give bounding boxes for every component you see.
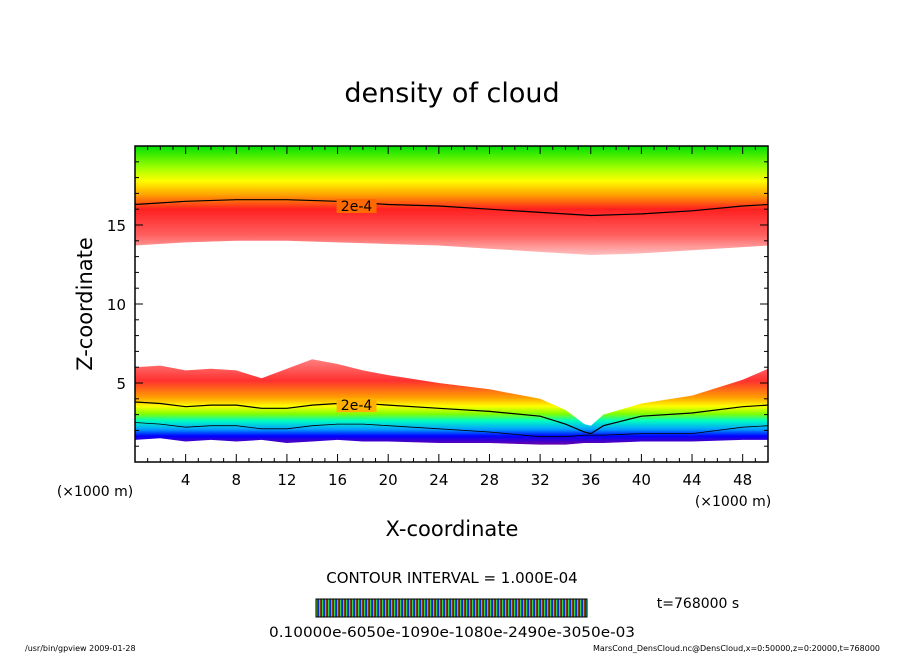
x-tick-label: 28: [480, 471, 499, 489]
upper-cloud-layer: [135, 146, 768, 255]
x-tick-label: 16: [328, 471, 347, 489]
chart-title: density of cloud: [344, 78, 559, 109]
lower-contour-line: [135, 401, 768, 435]
lower-contour-line-inner: [135, 422, 768, 438]
x-tick-label: 48: [733, 471, 752, 489]
contour-label-bg: [336, 199, 377, 214]
footer-right: MarsCond_DensCloud.nc@DensCloud,x=0:5000…: [593, 644, 880, 653]
y-tick-label: 10: [107, 296, 126, 314]
x-tick-label: 40: [632, 471, 651, 489]
x-unit-label-right: (×1000 m): [695, 494, 771, 510]
colorbar-tick-labels: 0.10000e-6050e-1090e-1080e-2490e-3050e-0…: [269, 625, 635, 641]
contour-labels: 2e-4 2e-4: [336, 199, 377, 414]
y-tick-label: 5: [116, 375, 126, 393]
x-tick-label: 12: [277, 471, 296, 489]
footer-left: /usr/bin/gpview 2009-01-28: [25, 644, 136, 653]
contour-label: 2e-4: [341, 398, 373, 414]
lower-cloud-layer: [135, 359, 768, 445]
x-tick-label: 4: [181, 471, 191, 489]
y-axis-ticks: 5 10 15: [107, 161, 768, 447]
x-axis-ticks: 4 8 12 16 20 24 28 32 36 40 44 48: [147, 146, 756, 489]
x-tick-label: 44: [682, 471, 701, 489]
contour-label-bg: [336, 398, 377, 413]
x-tick-label: 8: [232, 471, 242, 489]
plot-area: [135, 146, 768, 445]
x-unit-label-left: (×1000 m): [57, 484, 133, 500]
x-tick-label: 20: [379, 471, 398, 489]
y-axis-title: Z-coordinate: [73, 237, 97, 371]
x-tick-label: 32: [531, 471, 550, 489]
x-axis-title: X-coordinate: [386, 517, 519, 541]
x-tick-label: 36: [581, 471, 600, 489]
upper-contour-line: [135, 199, 768, 217]
colorbar: [315, 598, 588, 618]
x-tick-label: 24: [429, 471, 448, 489]
time-label: t=768000 s: [657, 596, 739, 612]
contour-label: 2e-4: [341, 199, 373, 215]
contour-interval-label: CONTOUR INTERVAL = 1.000E-04: [326, 569, 577, 587]
y-tick-label: 15: [107, 217, 126, 235]
